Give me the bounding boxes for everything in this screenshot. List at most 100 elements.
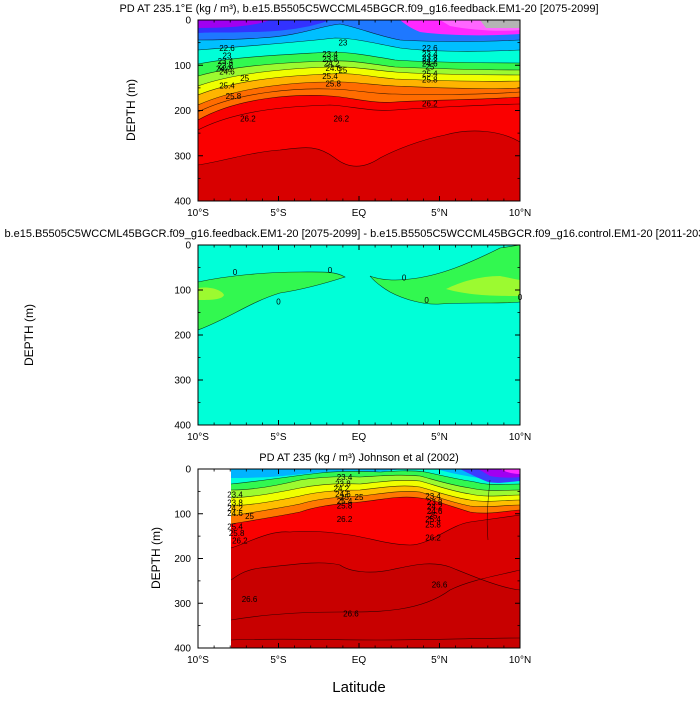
contour-label: 24.6: [427, 507, 443, 516]
contour-label: 25: [340, 493, 349, 502]
x-tick-label: 10°S: [187, 432, 209, 443]
contour-label: 25.8: [337, 502, 353, 511]
contour-label: 0: [276, 297, 281, 306]
contour-label: 23.4: [425, 492, 441, 501]
contour-label: 23.8: [218, 61, 234, 70]
y-tick-label: 200: [174, 106, 191, 117]
x-tick-label: 5°S: [270, 208, 287, 219]
contour-label: 25: [355, 493, 364, 502]
contour-label: 25.8: [425, 520, 441, 529]
contour-label: 25.8: [229, 529, 245, 538]
y-tick-label: 0: [185, 465, 191, 476]
contour-label: 25.8: [325, 79, 341, 88]
panel-c-ticks: 10°S 5°S EQ 5°N 10°N 0 100 200 300 400: [174, 465, 531, 667]
panel-a-fill: [198, 20, 520, 201]
contour-label: 23.4: [227, 491, 243, 500]
contour-label: 25.8: [422, 76, 438, 85]
y-tick-label: 100: [174, 61, 191, 72]
panel-c-title: PD AT 235 (kg / m³) Johnson et al (2002): [259, 452, 459, 464]
contour-label: 24.6: [219, 68, 235, 77]
contour-label: 24.2: [334, 485, 350, 494]
contour-label: 23.8: [227, 499, 243, 508]
contour-label: 24.6: [335, 490, 351, 499]
y-tick-label: 0: [185, 241, 191, 252]
contour-label: 24.2: [324, 59, 340, 68]
contour-label: 26.2: [337, 515, 353, 524]
contour-label: 25.4: [322, 72, 338, 81]
contour-label: 23.8: [427, 498, 443, 507]
contour-label: 24.2: [422, 56, 438, 65]
contour-label: 25.4: [337, 497, 353, 506]
y-tick-label: 300: [174, 376, 191, 387]
contour-label: 26.2: [334, 115, 350, 124]
contour-label: 26.6: [343, 610, 359, 619]
x-tick-label: 10°S: [187, 208, 209, 219]
panel-a-ylabel: DEPTH (m): [124, 79, 138, 141]
contour-label: 23.4: [337, 473, 353, 482]
y-tick-label: 400: [174, 421, 191, 432]
contour-label: 23.4: [422, 50, 438, 59]
x-tick-label: 5°N: [431, 432, 448, 443]
contour-label: 25.4: [425, 515, 441, 524]
panel-b-contour-labels: 0 0 0 0 0 0: [233, 266, 523, 307]
contour-label: 25: [429, 512, 438, 521]
x-tick-label: 10°N: [509, 655, 531, 666]
y-tick-label: 400: [174, 644, 191, 655]
contour-label: 25: [245, 512, 254, 521]
figure-xlabel: Latitude: [332, 679, 385, 696]
contour-label: 0: [518, 293, 523, 302]
contour-label: 26.6: [242, 595, 258, 604]
contour-label: 23.4: [218, 57, 234, 66]
contour-label: 23: [223, 51, 232, 60]
contour-label: 22.6: [219, 44, 235, 53]
y-tick-label: 300: [174, 599, 191, 610]
y-tick-label: 100: [174, 509, 191, 520]
contour-label: 23: [338, 39, 347, 48]
y-tick-label: 200: [174, 554, 191, 565]
panel-a-ticks: 10°S 5°S EQ 5°N 10°N 0 100 200 300 400: [174, 16, 531, 220]
contour-label: 24.6: [227, 509, 243, 518]
contour-label: 25: [338, 66, 347, 75]
x-tick-label: 10°N: [509, 432, 531, 443]
panel-b-fill: [198, 245, 520, 425]
panel-b: 10°S 5°S EQ 5°N 10°N 0 100 200 300 400 0 0 0 0 0 0 b.e…: [4, 228, 700, 443]
contour-label: 23.8: [335, 479, 351, 488]
panel-c-fill: [231, 469, 520, 648]
panel-c-no-data: [198, 469, 231, 648]
contour-label: 25.8: [226, 92, 242, 101]
x-tick-label: 5°N: [431, 655, 448, 666]
contour-label: 24.2: [427, 503, 443, 512]
contour-label: 0: [424, 296, 429, 305]
contour-label: 26.2: [422, 100, 438, 109]
y-tick-label: 0: [185, 16, 191, 27]
panel-c-ylabel: DEPTH (m): [149, 527, 163, 589]
contour-label: 23.8: [422, 54, 438, 63]
contour-label: 24.2: [216, 64, 232, 73]
contour-label: 0: [233, 268, 238, 277]
contour-label: 23.8: [322, 55, 338, 64]
contour-label: 25.4: [227, 522, 243, 531]
panel-b-ticks: 10°S 5°S EQ 5°N 10°N 0 100 200 300 400: [174, 241, 531, 444]
panel-b-ylabel: DEPTH (m): [22, 304, 36, 366]
contour-label: 26.2: [240, 115, 256, 124]
contour-label: 24.2: [227, 504, 243, 513]
x-tick-label: EQ: [352, 208, 367, 219]
x-tick-label: 5°N: [431, 208, 448, 219]
panel-a-contour-labels: 22.62323.423.824.224.62525.425.826.22323…: [216, 39, 438, 124]
contour-label: 26.6: [432, 580, 448, 589]
panel-c-contour-labels: 23.423.824.224.6 2525.425.826.223.423.824…: [227, 473, 448, 618]
contour-label: 26.2: [232, 537, 248, 546]
contour-label: 25.4: [422, 69, 438, 78]
y-tick-label: 400: [174, 197, 191, 208]
contour-label: 24.6: [325, 64, 341, 73]
x-tick-label: 10°S: [187, 655, 209, 666]
contour-label: 22.6: [422, 44, 438, 53]
panel-b-title: b.e15.B5505C5WCCML45BGCR.f09_g16.feedbac…: [4, 228, 700, 240]
y-tick-label: 200: [174, 331, 191, 342]
x-tick-label: 10°N: [509, 208, 531, 219]
x-tick-label: 5°S: [270, 655, 287, 666]
x-tick-label: 5°S: [270, 432, 287, 443]
contour-label: 25: [240, 74, 249, 83]
